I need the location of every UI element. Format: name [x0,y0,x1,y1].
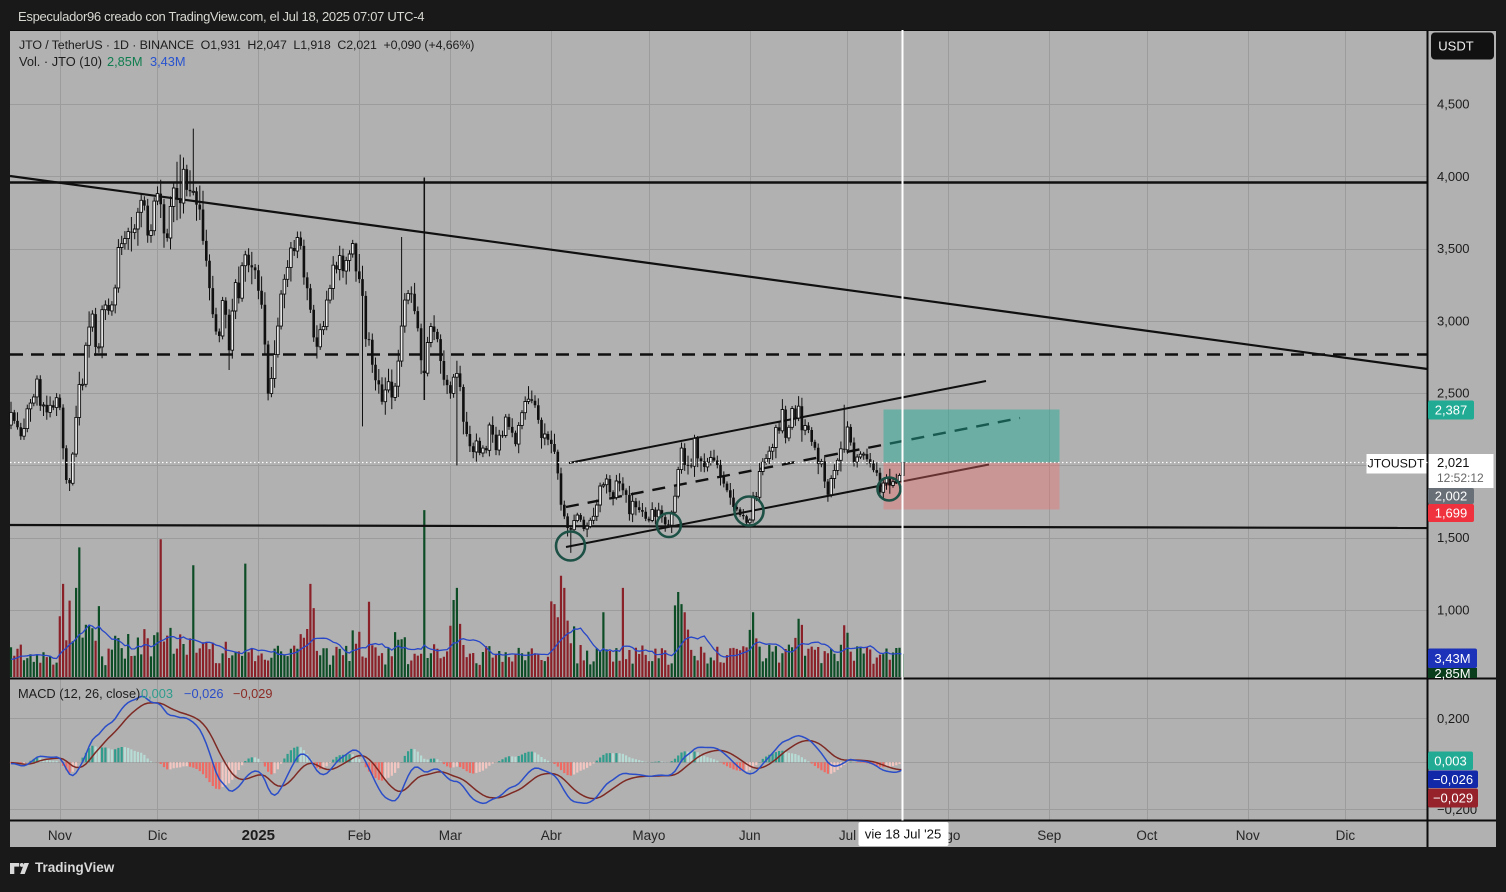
svg-text:3,500: 3,500 [1437,241,1470,256]
svg-text:Dic: Dic [148,828,168,843]
svg-text:2,002: 2,002 [1435,489,1468,504]
svg-text:Nov: Nov [48,828,72,843]
svg-text:1,000: 1,000 [1437,603,1470,618]
svg-text:Sep: Sep [1037,828,1061,843]
svg-text:Especulador96 creado con Tradi: Especulador96 creado con TradingView.com… [18,9,424,24]
svg-text:0,003: 0,003 [141,686,173,701]
svg-text:Feb: Feb [348,828,371,843]
svg-text:MACD (12, 26, close): MACD (12, 26, close) [18,686,140,701]
svg-text:0,003: 0,003 [1434,753,1467,768]
svg-text:vie 18 Jul '25: vie 18 Jul '25 [865,827,942,842]
svg-text:TradingView: TradingView [35,860,115,875]
svg-text:3,43M: 3,43M [1434,651,1470,666]
svg-text:1,699: 1,699 [1435,506,1468,521]
svg-text:3,43M: 3,43M [150,54,186,69]
svg-text:JTO / TetherUS · 1D · BINANCE: JTO / TetherUS · 1D · BINANCE O1,931 H2,… [19,38,474,52]
svg-text:4,500: 4,500 [1437,97,1470,112]
svg-text:−0,029: −0,029 [233,686,273,701]
svg-text:Jun: Jun [739,828,761,843]
svg-text:2,387: 2,387 [1435,403,1468,418]
svg-text:2,021: 2,021 [1437,455,1470,470]
svg-text:−0,029: −0,029 [1433,791,1473,806]
svg-text:−0,026: −0,026 [1433,772,1473,787]
svg-text:USDT: USDT [1438,39,1473,54]
svg-text:Dic: Dic [1336,828,1356,843]
svg-text:1,500: 1,500 [1437,530,1470,545]
svg-text:Jul: Jul [839,828,856,843]
svg-text:12:52:12: 12:52:12 [1437,471,1484,485]
svg-text:JTOUSDT: JTOUSDT [1368,457,1425,471]
svg-text:Vol. · JTO (10): Vol. · JTO (10) [19,54,102,69]
svg-text:2025: 2025 [242,827,275,844]
svg-text:Oct: Oct [1136,828,1157,843]
svg-text:2,85M: 2,85M [107,54,143,69]
svg-text:Mar: Mar [439,828,463,843]
svg-text:Abr: Abr [541,828,563,843]
svg-text:0,200: 0,200 [1437,711,1470,726]
svg-text:2,500: 2,500 [1437,386,1470,401]
svg-text:4,000: 4,000 [1437,169,1470,184]
svg-text:Mayo: Mayo [632,828,665,843]
svg-text:3,000: 3,000 [1437,313,1470,328]
svg-text:−0,026: −0,026 [184,686,224,701]
svg-text:2,85M: 2,85M [1434,666,1470,681]
svg-text:Nov: Nov [1236,828,1260,843]
